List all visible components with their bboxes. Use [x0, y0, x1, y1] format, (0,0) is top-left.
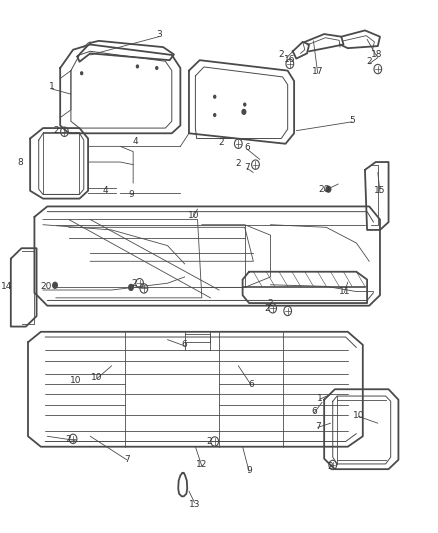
Text: 4: 4 [132, 136, 138, 146]
Text: 2: 2 [236, 159, 241, 167]
Text: 10: 10 [353, 411, 364, 420]
Text: 10: 10 [187, 211, 199, 220]
Text: 2: 2 [367, 57, 372, 66]
Text: 3: 3 [156, 29, 162, 38]
Text: 20: 20 [318, 185, 330, 193]
Text: 10: 10 [70, 376, 81, 385]
Circle shape [213, 95, 216, 99]
Text: 6: 6 [311, 407, 317, 416]
Text: 9: 9 [128, 190, 134, 199]
Text: 2: 2 [328, 462, 333, 471]
Text: 2: 2 [65, 435, 71, 445]
Circle shape [80, 71, 83, 75]
Text: 7: 7 [315, 422, 321, 431]
Text: 5: 5 [349, 116, 355, 125]
Text: 6: 6 [248, 379, 254, 389]
Text: 12: 12 [196, 461, 208, 470]
Text: 1: 1 [317, 394, 323, 402]
Text: 14: 14 [1, 282, 12, 291]
Text: 6: 6 [244, 143, 250, 152]
Circle shape [128, 284, 134, 291]
Text: 8: 8 [18, 158, 24, 166]
Text: 17: 17 [312, 67, 324, 76]
Circle shape [325, 185, 332, 193]
Text: 2: 2 [279, 50, 284, 59]
Text: 2: 2 [218, 138, 224, 147]
Circle shape [136, 64, 139, 69]
Text: 9: 9 [246, 466, 252, 475]
Text: 6: 6 [182, 341, 187, 349]
Text: 7: 7 [244, 163, 250, 172]
Text: 2: 2 [53, 126, 59, 135]
Circle shape [52, 281, 58, 289]
Text: 11: 11 [339, 287, 350, 296]
Circle shape [243, 102, 247, 107]
Text: 15: 15 [374, 186, 386, 195]
Text: 1: 1 [49, 82, 54, 91]
Text: 2: 2 [268, 298, 273, 308]
Circle shape [241, 109, 247, 115]
Text: 2: 2 [132, 279, 137, 288]
Text: 16: 16 [284, 54, 296, 63]
Text: 2: 2 [207, 437, 212, 446]
Text: 10: 10 [91, 373, 102, 382]
Text: 13: 13 [189, 499, 200, 508]
Circle shape [155, 66, 159, 70]
Text: 7: 7 [124, 455, 130, 464]
Circle shape [213, 113, 216, 117]
Text: 2: 2 [264, 304, 270, 313]
Text: 18: 18 [371, 50, 382, 59]
Text: 4: 4 [102, 186, 108, 195]
Text: 20: 20 [41, 282, 52, 291]
